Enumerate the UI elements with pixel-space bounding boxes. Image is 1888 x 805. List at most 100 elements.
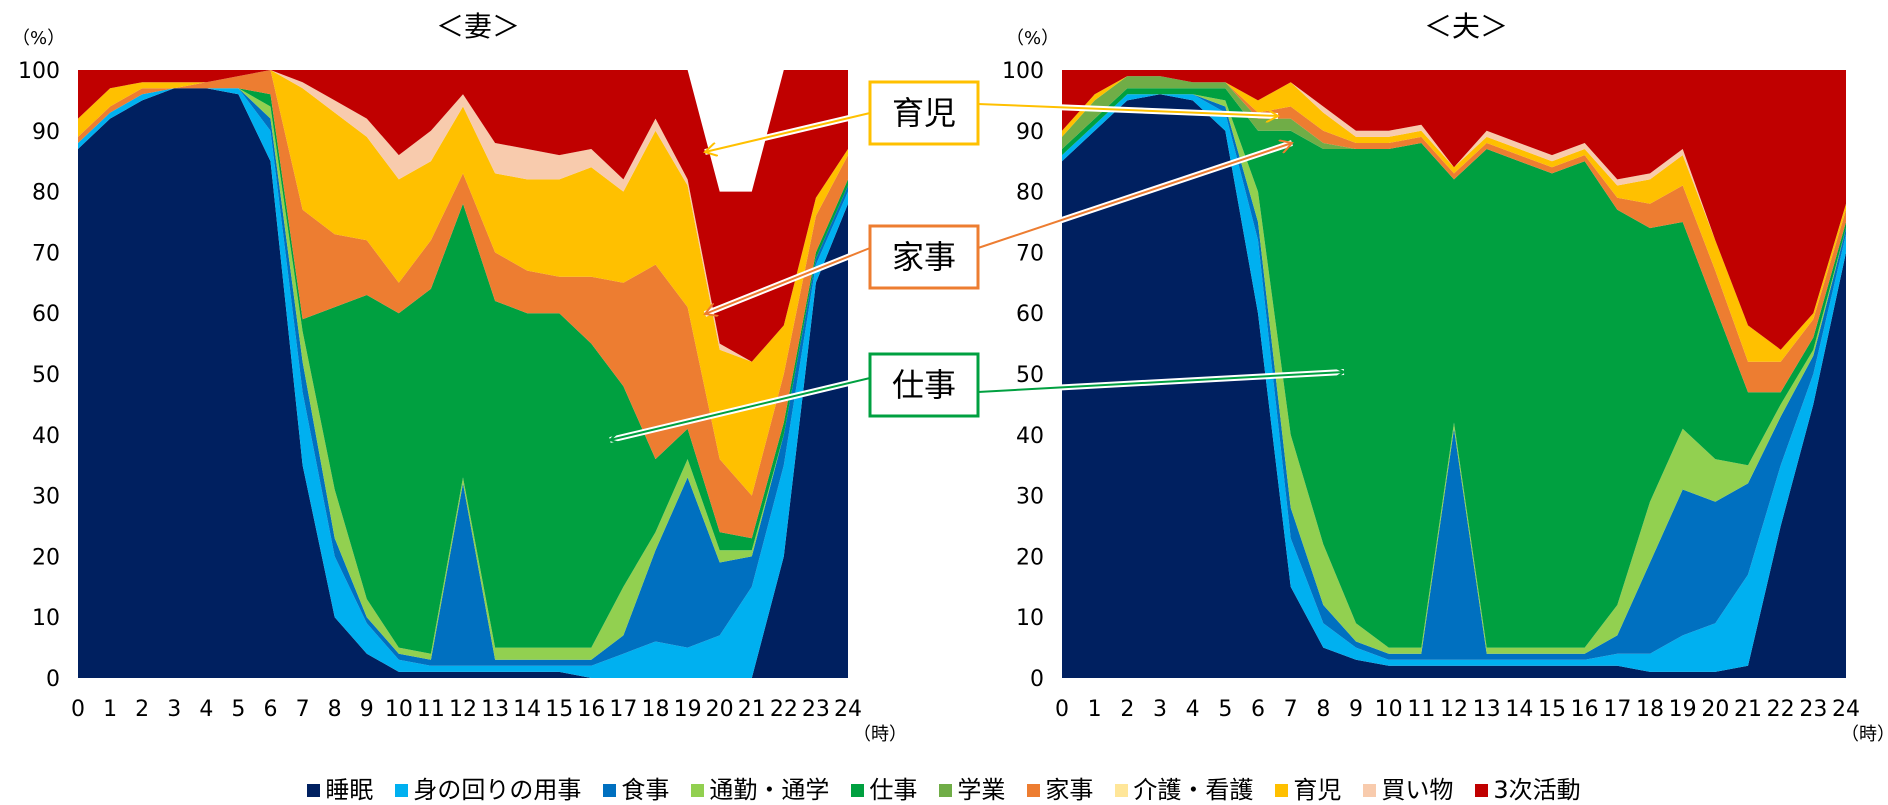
x-tick-label: 3: [1153, 697, 1167, 722]
x-tick-label: 5: [231, 697, 245, 722]
callout-arrow: [705, 112, 871, 152]
legend-label: 介護・看護: [1133, 776, 1254, 804]
x-tick-label: 12: [449, 697, 477, 722]
x-tick-label: 13: [1473, 697, 1501, 722]
legend-swatch: [1027, 784, 1041, 797]
legend-swatch: [1115, 784, 1129, 797]
y-tick-label: 10: [1016, 606, 1044, 631]
x-tick-label: 17: [1603, 697, 1631, 722]
legend-item: 学業: [939, 770, 1005, 805]
area-3次活動: [78, 70, 848, 362]
y-tick-label: 80: [1016, 181, 1044, 206]
y-tick-label: 30: [1016, 485, 1044, 510]
legend-item: 身の回りの用事: [395, 770, 581, 805]
chart-title: ＜妻＞: [436, 10, 520, 43]
y-tick-label: 40: [1016, 424, 1044, 449]
x-tick-label: 6: [264, 697, 278, 722]
x-tick-label: 14: [1505, 697, 1533, 722]
y-tick-label: 20: [1016, 545, 1044, 570]
x-tick-label: 12: [1440, 697, 1468, 722]
x-tick-label: 16: [1571, 697, 1599, 722]
x-tick-label: 7: [296, 697, 310, 722]
x-tick-label: 20: [1701, 697, 1729, 722]
y-tick-label: 80: [32, 181, 60, 206]
legend-swatch: [1475, 784, 1489, 797]
area-買い物: [78, 70, 848, 362]
y-tick-label: 30: [32, 485, 60, 510]
x-unit: （時）: [1841, 724, 1888, 745]
legend-item: 3次活動: [1475, 770, 1581, 805]
x-tick-label: 23: [1799, 697, 1827, 722]
x-tick-label: 19: [674, 697, 702, 722]
legend-label: 3次活動: [1493, 776, 1581, 804]
x-tick-label: 8: [1316, 697, 1330, 722]
legend-item: 買い物: [1363, 770, 1453, 805]
chart-title: ＜夫＞: [1424, 10, 1508, 43]
x-tick-label: 7: [1284, 697, 1298, 722]
x-tick-label: 24: [834, 697, 862, 722]
x-tick-label: 9: [360, 697, 374, 722]
x-tick-label: 1: [1088, 697, 1102, 722]
legend-swatch: [395, 784, 409, 797]
callout-arrow: [977, 143, 1292, 249]
y-tick-label: 50: [32, 363, 60, 388]
x-tick-label: 11: [417, 697, 445, 722]
x-tick-label: 4: [1186, 697, 1200, 722]
legend-swatch: [1275, 784, 1289, 797]
legend-label: 睡眠: [325, 776, 374, 804]
x-tick-label: 19: [1669, 697, 1697, 722]
x-tick-label: 4: [199, 697, 213, 722]
x-tick-label: 9: [1349, 697, 1363, 722]
x-tick-label: 21: [1734, 697, 1762, 722]
legend-item: 家事: [1027, 770, 1093, 805]
area-家事: [78, 70, 848, 539]
y-tick-label: 50: [1016, 363, 1044, 388]
callout-label: 家事: [892, 238, 956, 276]
x-tick-label: 5: [1218, 697, 1232, 722]
y-tick-label: 40: [32, 424, 60, 449]
y-tick-label: 90: [32, 120, 60, 145]
y-tick-label: 70: [32, 241, 60, 266]
legend-label: 身の回りの用事: [413, 776, 582, 804]
legend-label: 食事: [621, 776, 670, 804]
callout-label: 仕事: [892, 366, 956, 404]
legend-item: 通勤・通学: [691, 770, 829, 805]
legend-swatch: [1363, 784, 1377, 797]
area-通勤・通学: [1062, 94, 1846, 654]
area-睡眠: [1062, 94, 1846, 679]
area-育児: [78, 70, 848, 496]
y-tick-label: 0: [46, 667, 60, 692]
x-tick-label: 24: [1832, 697, 1860, 722]
area-家事: [1062, 76, 1846, 393]
legend-item: 睡眠: [307, 770, 373, 805]
callout-arrow: [705, 247, 871, 314]
x-tick-label: 15: [545, 697, 573, 722]
x-tick-label: 6: [1251, 697, 1265, 722]
legend-label: 家事: [1045, 776, 1094, 804]
x-tick-label: 15: [1538, 697, 1566, 722]
x-tick-label: 20: [706, 697, 734, 722]
y-tick-label: 10: [32, 606, 60, 631]
area-食事: [1062, 94, 1846, 660]
legend-item: 食事: [603, 770, 669, 805]
legend-swatch: [851, 784, 865, 797]
x-tick-label: 22: [1767, 697, 1795, 722]
area-3次活動: [1062, 70, 1846, 350]
legend-swatch: [691, 784, 705, 797]
y-tick-label: 100: [18, 59, 60, 84]
area-仕事: [1062, 88, 1846, 648]
legend-label: 育児: [1293, 776, 1342, 804]
callout-box: [868, 224, 980, 290]
legend-item: 仕事: [851, 770, 917, 805]
x-tick-label: 17: [609, 697, 637, 722]
legend: 睡眠 身の回りの用事 食事 通勤・通学 仕事 学業 家事 介護・看護 育児 買い物 3次活動: [0, 770, 1888, 805]
y-unit: （%）: [1006, 28, 1059, 49]
x-tick-label: 23: [802, 697, 830, 722]
x-tick-label: 2: [135, 697, 149, 722]
area-食事: [78, 88, 848, 666]
legend-label: 通勤・通学: [709, 776, 830, 804]
